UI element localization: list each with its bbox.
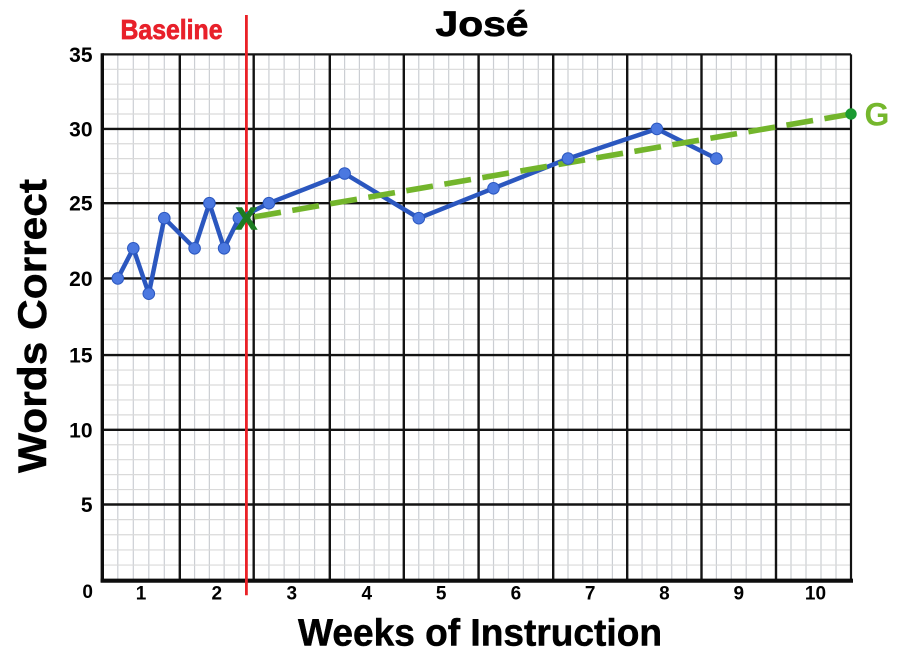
svg-text:15: 15 bbox=[69, 345, 93, 368]
svg-text:2: 2 bbox=[212, 584, 223, 605]
svg-text:José: José bbox=[436, 5, 529, 44]
svg-text:7: 7 bbox=[585, 584, 596, 605]
svg-text:Words Correct: Words Correct bbox=[11, 179, 55, 473]
svg-text:1: 1 bbox=[136, 584, 147, 605]
svg-text:30: 30 bbox=[69, 118, 92, 141]
svg-text:Weeks of Instruction: Weeks of Instruction bbox=[298, 613, 662, 655]
svg-text:35: 35 bbox=[69, 44, 93, 67]
svg-text:0: 0 bbox=[82, 582, 93, 603]
svg-text:25: 25 bbox=[69, 193, 93, 216]
svg-text:3: 3 bbox=[287, 584, 298, 605]
svg-text:5: 5 bbox=[436, 584, 447, 605]
svg-text:X: X bbox=[236, 201, 257, 236]
svg-text:20: 20 bbox=[69, 268, 92, 291]
svg-text:4: 4 bbox=[362, 584, 373, 605]
svg-text:Baseline: Baseline bbox=[121, 14, 223, 45]
svg-text:9: 9 bbox=[734, 584, 745, 605]
svg-text:5: 5 bbox=[81, 494, 93, 517]
svg-text:8: 8 bbox=[659, 584, 670, 605]
svg-text:10: 10 bbox=[69, 419, 92, 442]
svg-text:10: 10 bbox=[805, 584, 826, 605]
svg-text:G: G bbox=[865, 97, 890, 133]
svg-text:6: 6 bbox=[511, 584, 522, 605]
